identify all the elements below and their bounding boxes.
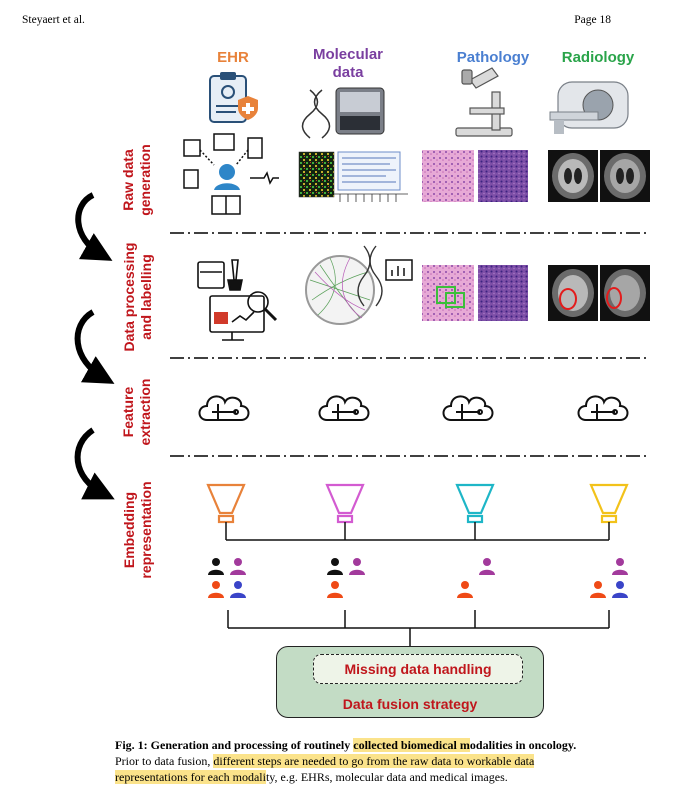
funnel-icon-radiology xyxy=(589,483,629,524)
dna-helix-small-icon xyxy=(357,245,383,307)
figure-caption: Fig. 1: Generation and processing of rou… xyxy=(115,737,595,785)
pathology-labelled-slide-2 xyxy=(478,265,528,321)
curved-arrow-2 xyxy=(74,309,115,384)
column-title-radiology: Radiology xyxy=(561,49,635,66)
missing-data-label: Missing data handling xyxy=(344,661,492,677)
brain-mri-labelled-1 xyxy=(548,265,598,321)
cloud-circuit-icon-pathology xyxy=(442,395,494,421)
cloud-circuit-icon-ehr xyxy=(198,395,250,421)
cloud-circuit-icon-molecular xyxy=(318,395,370,421)
caption-title-highlight: collected biomedical m xyxy=(353,738,470,752)
analytics-monitor-icon xyxy=(209,291,278,341)
sequencer-device-icon xyxy=(335,87,385,135)
dna-helix-icon xyxy=(301,89,331,139)
data-fusion-label: Data fusion strategy xyxy=(342,696,478,712)
pathology-slide-2 xyxy=(478,150,528,202)
brain-mri-scan-1 xyxy=(548,150,598,202)
caption-title-part1: Generation and processing of routinely xyxy=(150,738,354,752)
data-cleaning-icon xyxy=(197,259,243,291)
curved-arrow-3 xyxy=(74,427,115,500)
patient-group-4 xyxy=(590,558,628,598)
column-title-pathology: Pathology xyxy=(456,49,530,66)
caption-body-highlight2: representations for each modali xyxy=(115,770,266,784)
page-number: Page 18 xyxy=(574,14,611,26)
sequence-data-panel xyxy=(334,151,408,202)
caption-body-part2: ty, e.g. EHRs, molecular data and medica… xyxy=(265,770,508,784)
ehr-clipboard-icon xyxy=(209,72,258,123)
brain-mri-labelled-2 xyxy=(600,265,650,321)
circos-plot-icon xyxy=(305,255,375,325)
chart-monitor-icon xyxy=(385,259,413,281)
caption-title-part2: odalities in oncology. xyxy=(469,738,577,752)
funnel-icon-ehr xyxy=(206,483,246,524)
pathology-slide-1 xyxy=(422,150,474,202)
patient-group-1 xyxy=(208,558,246,598)
ehr-network-icon xyxy=(183,133,279,215)
funnel-icon-molecular xyxy=(325,483,365,524)
running-header-author: Steyaert et al. xyxy=(22,14,85,26)
microscope-icon xyxy=(455,67,513,137)
cloud-circuit-icon-radiology xyxy=(577,395,629,421)
caption-body-highlight1: different steps are needed to go from th… xyxy=(213,754,535,768)
patient-group-3 xyxy=(457,558,495,598)
brain-mri-scan-2 xyxy=(600,150,650,202)
caption-body-part1: Prior to data fusion, xyxy=(115,754,214,768)
column-title-molecular: Molecular data xyxy=(312,46,384,81)
patient-group-2 xyxy=(327,558,365,598)
microarray-heatmap xyxy=(298,151,335,198)
mri-scanner-icon xyxy=(549,81,629,134)
column-title-ehr: EHR xyxy=(217,49,249,66)
funnel-icon-pathology xyxy=(455,483,495,524)
caption-fig-number: Fig. 1: xyxy=(115,738,148,752)
missing-data-box: Missing data handling xyxy=(313,654,523,684)
curved-arrow-1 xyxy=(75,192,113,261)
